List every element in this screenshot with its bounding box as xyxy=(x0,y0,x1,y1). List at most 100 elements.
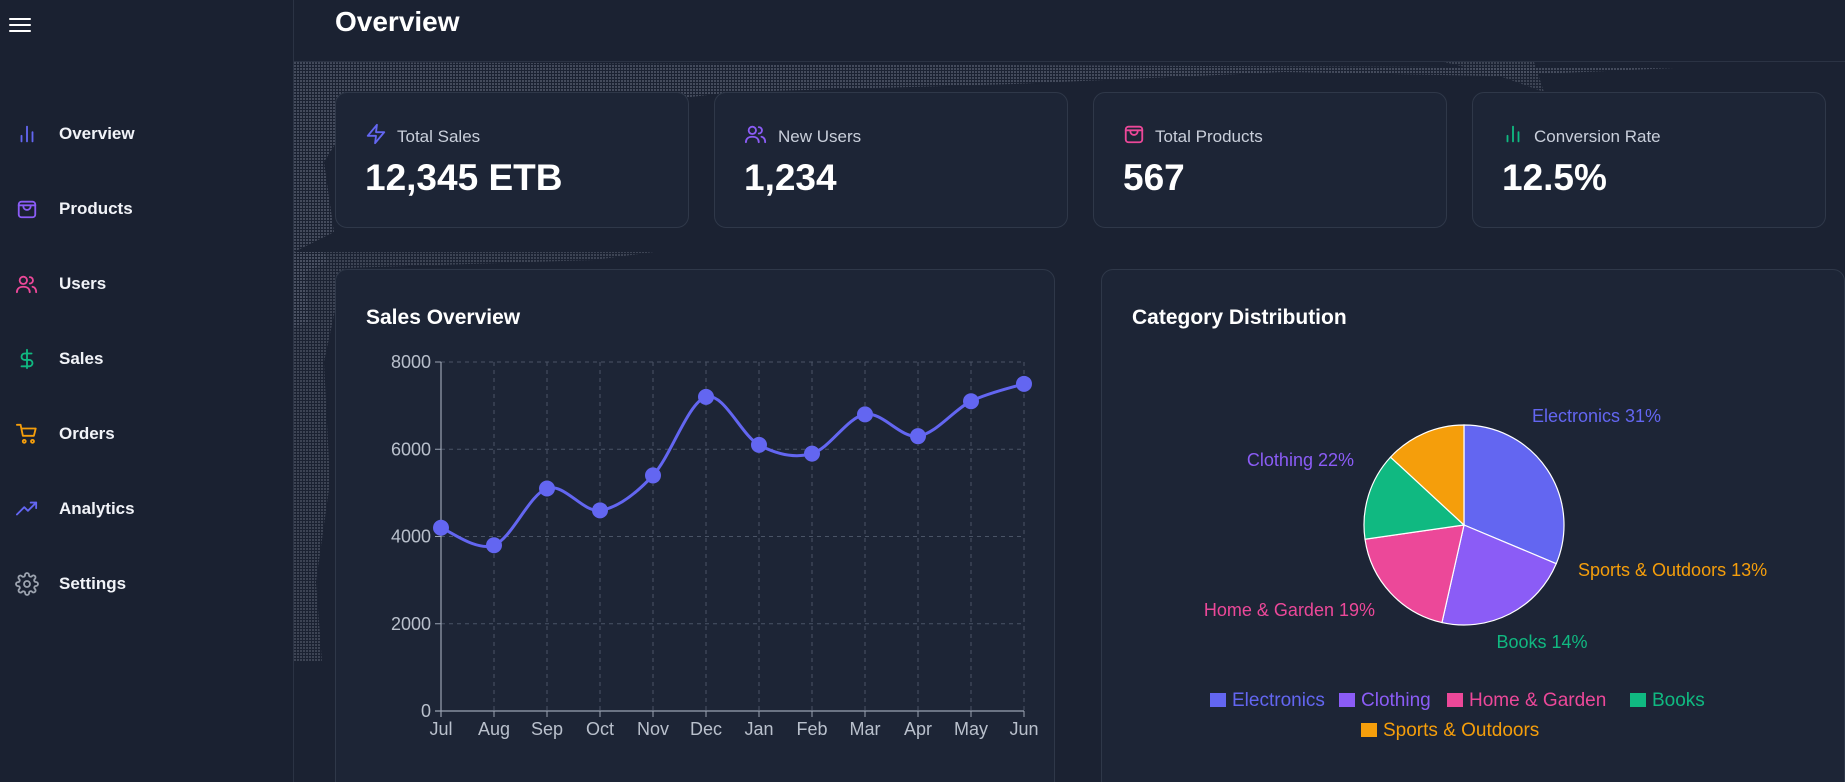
zap-icon xyxy=(365,123,387,150)
header: Overview xyxy=(294,0,1845,62)
bar-chart-icon xyxy=(1502,123,1524,150)
sidebar-item-label: Settings xyxy=(59,573,127,593)
trending-up-icon xyxy=(15,497,39,521)
x-tick-label: Sep xyxy=(531,719,563,739)
legend-label: Home & Garden xyxy=(1469,690,1606,711)
legend-swatch xyxy=(1339,693,1355,707)
sidebar-item-label: Analytics xyxy=(59,498,135,518)
legend-item[interactable]: Clothing xyxy=(1339,690,1431,711)
panel-title: Category Distribution xyxy=(1132,306,1347,329)
x-tick-label: Jun xyxy=(1009,719,1038,739)
stat-card-new-users: New Users 1,234 xyxy=(714,92,1068,228)
data-point[interactable] xyxy=(804,445,820,462)
x-tick-label: Jan xyxy=(744,719,773,739)
sales-overview-panel: Sales Overview 0 2000 4000 6000 8000 Jul Aug Se… xyxy=(335,269,1055,782)
y-tick-label: 8000 xyxy=(391,352,431,372)
legend-swatch xyxy=(1210,693,1226,707)
data-point[interactable] xyxy=(1016,375,1032,392)
sidebar: Overview Products Users Sales Orders xyxy=(0,0,294,782)
pie-slice-label: Clothing 22% xyxy=(1247,450,1354,470)
stat-value: 567 xyxy=(1123,157,1185,198)
y-tick-label: 4000 xyxy=(391,527,431,547)
category-pie-chart: Electronics 31% Clothing 22% Home & Garden… xyxy=(1204,406,1767,741)
pie-slice[interactable] xyxy=(1463,424,1565,565)
stat-card-total-products: Total Products 567 xyxy=(1093,92,1447,228)
users-icon xyxy=(744,123,768,150)
x-tick-label: Nov xyxy=(637,719,669,739)
data-point[interactable] xyxy=(433,519,449,536)
series-line xyxy=(440,382,1025,548)
main-content: Overview Total Sales 12,345 ETB New User… xyxy=(294,0,1845,782)
stat-label: Conversion Rate xyxy=(1534,126,1661,146)
sidebar-item-settings[interactable]: Settings xyxy=(0,546,294,621)
shopping-bag-icon xyxy=(1123,123,1145,150)
stat-card-conversion-rate: Conversion Rate 12.5% xyxy=(1472,92,1826,228)
sidebar-item-orders[interactable]: Orders xyxy=(0,396,294,471)
menu-icon[interactable] xyxy=(8,14,32,38)
legend-item[interactable]: Books xyxy=(1630,690,1705,711)
sales-line-chart: 0 2000 4000 6000 8000 Jul Aug Sep Oct Nov Dec Jan Fe… xyxy=(391,352,1039,739)
sidebar-item-sales[interactable]: Sales xyxy=(0,321,294,396)
y-tick-label: 0 xyxy=(421,701,431,721)
data-point[interactable] xyxy=(645,467,661,484)
pie-slice-label: Books 14% xyxy=(1496,632,1587,652)
stat-value: 1,234 xyxy=(744,157,837,198)
legend-swatch xyxy=(1361,723,1377,737)
sidebar-item-label: Overview xyxy=(59,123,135,143)
sidebar-item-overview[interactable]: Overview xyxy=(0,96,294,171)
sidebar-item-products[interactable]: Products xyxy=(0,171,294,246)
legend-swatch xyxy=(1630,693,1646,707)
bar-chart-icon xyxy=(15,122,39,146)
panel-title: Sales Overview xyxy=(366,306,521,329)
data-point[interactable] xyxy=(539,480,555,497)
sidebar-item-analytics[interactable]: Analytics xyxy=(0,471,294,546)
legend-label: Sports & Outdoors xyxy=(1383,720,1539,741)
stat-label: New Users xyxy=(778,126,862,146)
legend-item[interactable]: Home & Garden xyxy=(1447,690,1606,711)
pie-slice-label: Home & Garden 19% xyxy=(1204,600,1375,620)
pie-slice-label: Electronics 31% xyxy=(1532,406,1661,426)
stat-card-total-sales: Total Sales 12,345 ETB xyxy=(335,92,689,228)
cart-icon xyxy=(15,422,39,446)
pie-slice-label: Sports & Outdoors 13% xyxy=(1578,560,1767,580)
pie-slice[interactable] xyxy=(1389,424,1465,527)
x-tick-label: Feb xyxy=(796,719,827,739)
sidebar-item-label: Sales xyxy=(59,348,104,368)
data-point[interactable] xyxy=(857,406,873,423)
data-point[interactable] xyxy=(910,428,926,445)
data-point[interactable] xyxy=(751,436,767,453)
legend-label: Clothing xyxy=(1361,690,1431,711)
pie-slice[interactable] xyxy=(1364,524,1465,624)
legend-label: Electronics xyxy=(1232,690,1325,711)
gear-icon xyxy=(15,571,39,596)
data-point[interactable] xyxy=(963,393,979,410)
sidebar-nav: Overview Products Users Sales Orders xyxy=(0,96,294,621)
legend-swatch xyxy=(1447,693,1463,707)
users-icon xyxy=(15,272,39,296)
stat-label: Total Sales xyxy=(397,126,481,146)
legend-item[interactable]: Electronics xyxy=(1210,690,1325,711)
y-tick-label: 2000 xyxy=(391,614,431,634)
x-tick-label: Dec xyxy=(690,719,722,739)
dollar-icon xyxy=(15,347,39,371)
stat-value: 12,345 ETB xyxy=(365,157,563,198)
x-tick-label: Apr xyxy=(904,719,932,739)
x-tick-label: May xyxy=(954,719,988,739)
x-tick-label: Oct xyxy=(586,719,614,739)
pie-slice[interactable] xyxy=(1363,456,1466,540)
data-point[interactable] xyxy=(486,537,502,554)
x-tick-label: Aug xyxy=(478,719,510,739)
sidebar-item-users[interactable]: Users xyxy=(0,246,294,321)
y-tick-label: 6000 xyxy=(391,439,431,459)
data-point[interactable] xyxy=(592,502,608,519)
sidebar-item-label: Orders xyxy=(59,423,115,443)
shopping-bag-icon xyxy=(15,197,39,221)
stat-value: 12.5% xyxy=(1502,157,1607,198)
page-title: Overview xyxy=(335,6,460,37)
legend-item[interactable]: Sports & Outdoors xyxy=(1361,720,1539,741)
stat-label: Total Products xyxy=(1155,126,1263,146)
legend-label: Books xyxy=(1652,690,1705,711)
pie-slice[interactable] xyxy=(1441,524,1558,626)
sidebar-item-label: Users xyxy=(59,273,107,293)
data-point[interactable] xyxy=(698,388,714,405)
